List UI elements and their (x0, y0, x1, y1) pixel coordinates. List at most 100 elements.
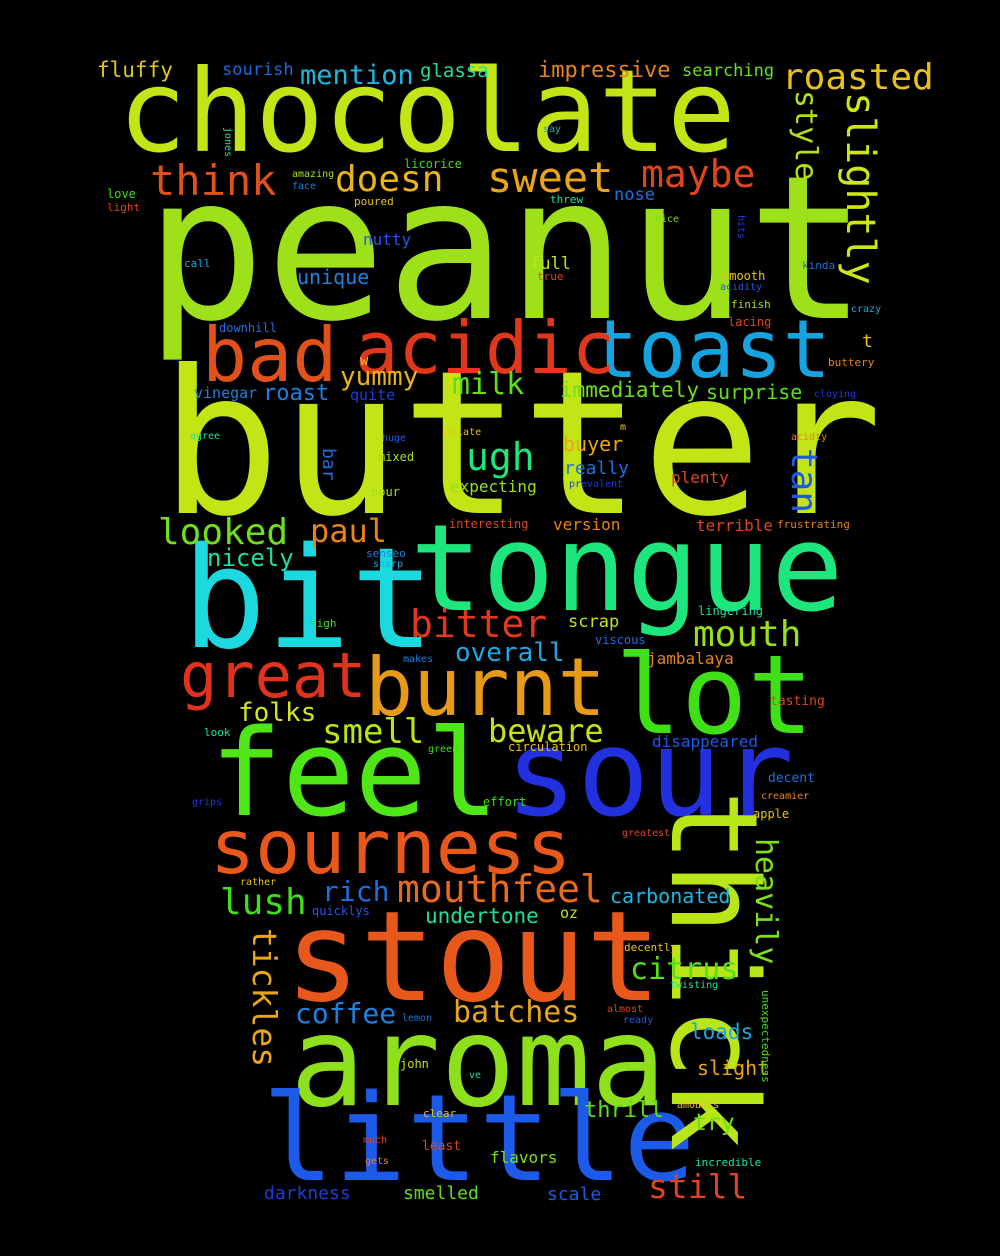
word-little: little (262, 1070, 696, 1209)
word-folks: folks (238, 698, 317, 728)
word-style: style (788, 90, 823, 181)
word-darkness: darkness (264, 1183, 351, 1204)
word-quicklys: quicklys (312, 904, 370, 918)
word-t: t (862, 331, 873, 352)
word-oz: oz (560, 904, 579, 922)
word-kinda: kinda (802, 259, 836, 272)
word-yummy: yummy (340, 362, 419, 392)
word-flavors: flavors (490, 1148, 558, 1167)
word-green: green (428, 744, 459, 755)
word-thrill: thrill (584, 1098, 664, 1123)
word-w: w (360, 353, 369, 369)
word-gets: gets (365, 1156, 390, 1167)
word-chocolate: chocolate (118, 45, 736, 178)
word-tickles: tickles (245, 928, 284, 1068)
word-bar: bar (318, 448, 339, 481)
word-senseo: senseo (366, 547, 406, 560)
word-heavily: heavily (748, 838, 783, 965)
word-try: try (693, 1110, 735, 1136)
word-nicely: nicely (207, 544, 294, 572)
word-burnt: burnt (365, 641, 606, 734)
word-stout: stout (285, 885, 662, 1030)
word-acidity: acidity (720, 282, 763, 293)
word-nose: nose (614, 185, 655, 205)
word-think: think (150, 156, 277, 205)
word-grips: grips (192, 797, 223, 808)
word-sourish: sourish (222, 60, 294, 80)
word-unexpectedness: unexpectedness (759, 990, 772, 1083)
word-slight: slight (697, 1056, 770, 1080)
word-plenty: plenty (671, 468, 729, 487)
word-milk: milk (452, 367, 525, 402)
word-really: really (564, 458, 630, 479)
word-still: still (648, 1167, 748, 1206)
word-frustrating: frustrating (777, 518, 850, 531)
word-scrap: scrap (568, 612, 620, 632)
word-expecting: expecting (450, 477, 537, 496)
word-paul: paul (310, 512, 388, 550)
word-look: look (204, 726, 231, 739)
word-nice: nice (655, 214, 680, 225)
word-cloying: cloying (814, 389, 857, 400)
word-glassa: glassa (420, 60, 489, 82)
word-disappeared: disappeared (652, 732, 758, 751)
word-coffee: coffee (295, 997, 397, 1030)
word-sourness: sourness (210, 803, 572, 891)
word-looked: looked (158, 512, 289, 553)
word-roasted: roasted (782, 57, 934, 98)
word-maybe: maybe (641, 152, 756, 196)
word-jones: jones (222, 127, 233, 158)
word-batches: batches (453, 995, 580, 1030)
word-fluffy: fluffy (97, 58, 173, 82)
word-incredible: incredible (695, 1156, 762, 1169)
word-makes: makes (403, 654, 434, 665)
word-toast: toast (590, 303, 831, 396)
word-high: high (310, 617, 337, 630)
word-hits: hits (735, 215, 746, 240)
word-palate: palate (445, 427, 482, 438)
word-feel: feel (210, 705, 499, 844)
word-smelled: smelled (403, 1183, 479, 1204)
word-bit: bit (182, 518, 435, 681)
word-sweet: sweet (487, 153, 614, 202)
word-effort: effort (483, 795, 527, 809)
word-slightly: slightly (837, 92, 883, 285)
word-greatest: greatest (622, 828, 671, 839)
word-face: face (292, 181, 317, 192)
word-light: light (107, 201, 141, 214)
word-bad: bad (202, 311, 338, 399)
word-terrible: terrible (696, 516, 774, 535)
word-downhill: downhill (219, 321, 277, 335)
word-twisting: twisting (670, 980, 719, 991)
word-mouth: mouth (693, 614, 802, 655)
word-bitter: bitter (410, 602, 548, 646)
word-ready: ready (623, 1015, 654, 1026)
word-almost: almost (607, 1004, 644, 1015)
word-doesn: doesn (335, 159, 444, 200)
word-say: say (543, 124, 562, 135)
word-searching: searching (682, 61, 775, 81)
word-call: call (184, 257, 211, 270)
word-prevalent: prevalent (569, 479, 624, 490)
word-lush: lush (220, 882, 307, 923)
word-immediately: immediately (560, 378, 700, 402)
word-butter: butter (160, 328, 883, 561)
word-true: true (537, 270, 564, 283)
word-licorice: licorice (404, 157, 462, 171)
word-version: version (553, 515, 621, 534)
word-overall: overall (455, 638, 565, 668)
word-huge: huge (382, 433, 407, 444)
word-citrus: citrus (630, 952, 739, 987)
word-smell: smell (322, 712, 425, 752)
word-lot: lot (615, 631, 814, 759)
word-quite: quite (350, 386, 396, 404)
word-clear: clear (423, 1107, 457, 1120)
word-lingering: lingering (698, 604, 764, 618)
word-mixed: mixed (378, 450, 415, 464)
word-roast: roast (263, 381, 330, 406)
word-mouthfeel: mouthfeel (397, 867, 603, 911)
word-crazy: crazy (851, 304, 882, 315)
word-viscous: viscous (595, 633, 646, 647)
word-decently: decently (624, 941, 677, 954)
